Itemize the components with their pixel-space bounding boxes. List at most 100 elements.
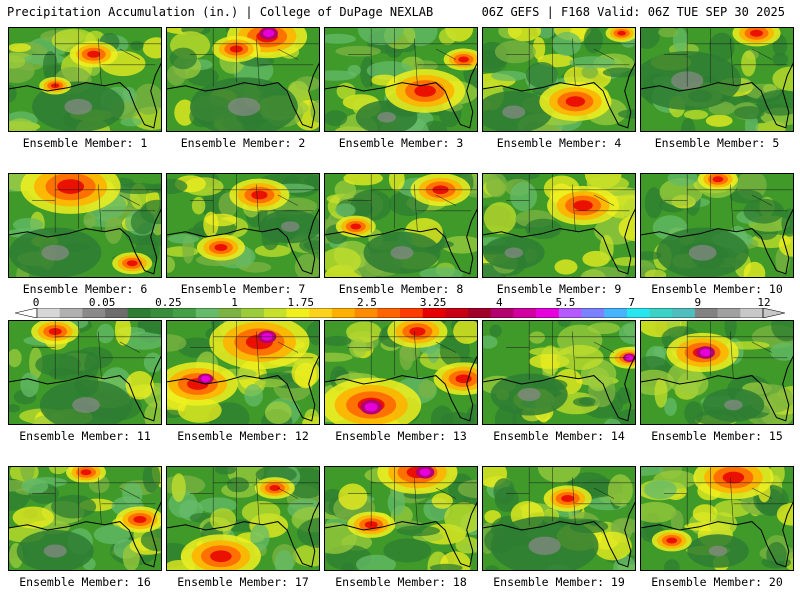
state-border xyxy=(572,184,576,232)
colorbar-swatch xyxy=(309,308,333,318)
coastline xyxy=(483,208,635,275)
coastline xyxy=(167,208,319,275)
ensemble-member-label: Ensemble Member: 17 xyxy=(177,575,309,589)
ensemble-member-label: Ensemble Member: 8 xyxy=(338,282,464,296)
colorbar-right-arrow xyxy=(762,308,785,318)
ensemble-member-label: Ensemble Member: 1 xyxy=(22,136,148,150)
coastline xyxy=(641,208,793,275)
ensemble-member-label: Ensemble Member: 3 xyxy=(338,136,464,150)
ensemble-member-map xyxy=(482,466,636,571)
colorbar-swatch xyxy=(195,308,219,318)
state-border xyxy=(256,331,260,379)
state-border xyxy=(98,477,102,525)
coastline xyxy=(325,62,477,129)
state-border xyxy=(751,487,773,499)
coastline xyxy=(325,501,477,568)
colorbar-tick-label: 0.05 xyxy=(88,296,116,309)
ensemble-member-label: Ensemble Member: 12 xyxy=(177,429,309,443)
colorbar-swatch xyxy=(241,308,265,318)
ensemble-member-label: Ensemble Member: 2 xyxy=(180,136,306,150)
colorbar-swatch xyxy=(105,308,129,318)
ensemble-member-map xyxy=(166,27,320,132)
colorbar-swatch xyxy=(286,308,310,318)
state-border xyxy=(256,38,260,86)
colorbar-tick-label: 5.5 xyxy=(555,296,576,309)
state-border xyxy=(414,38,418,86)
ensemble-member-map xyxy=(640,27,794,132)
colorbar-swatch xyxy=(173,308,197,318)
colorbar-tick-label: 2.5 xyxy=(356,296,377,309)
coastline xyxy=(167,501,319,568)
colorbar-swatch xyxy=(626,308,650,318)
ensemble-member-map xyxy=(482,27,636,132)
colorbar-tick-label: 0.25 xyxy=(155,296,182,309)
colorbar-tick-label: 9 xyxy=(694,296,702,309)
coastline xyxy=(483,62,635,129)
ensemble-member-label: Ensemble Member: 15 xyxy=(651,429,783,443)
state-border xyxy=(119,48,141,60)
coastline xyxy=(483,355,635,422)
state-border xyxy=(751,194,773,206)
coastline xyxy=(641,501,793,568)
coastline xyxy=(641,355,793,422)
map-title: Precipitation Accumulation (in.) | Colle… xyxy=(7,5,434,19)
colorbar-swatch xyxy=(263,308,287,318)
colorbar-tick-labels: 0 0.05 0.25 1 1.75 2.5 3.25 4 5.5 7 9 12 xyxy=(0,296,800,309)
coastline xyxy=(9,501,161,568)
state-border xyxy=(730,38,734,86)
coastline xyxy=(167,355,319,422)
colorbar-swatch xyxy=(604,308,628,318)
colorbar-tick-label: 0 xyxy=(32,296,40,309)
coastline xyxy=(9,62,161,129)
ensemble-member-map xyxy=(640,466,794,571)
colorbar-swatch xyxy=(127,308,151,318)
colorbar-swatch xyxy=(400,308,423,318)
ensemble-member-map xyxy=(640,173,794,278)
state-border xyxy=(435,194,457,206)
ensemble-member-map xyxy=(324,173,478,278)
state-border xyxy=(277,48,299,60)
colorbar-swatch xyxy=(717,308,741,318)
colorbar-tick-label: 12 xyxy=(757,296,771,309)
colorbar-swatch xyxy=(218,308,242,318)
colorbar-swatch xyxy=(581,308,605,318)
ensemble-member-label: Ensemble Member: 9 xyxy=(496,282,622,296)
colorbar-swatch xyxy=(490,308,514,318)
ensemble-member-map xyxy=(166,320,320,425)
ensemble-member-label: Ensemble Member: 18 xyxy=(335,575,467,589)
state-border xyxy=(98,184,102,232)
colorbar-swatch xyxy=(468,308,492,318)
ensemble-member-map xyxy=(166,466,320,571)
ensemble-member-label: Ensemble Member: 10 xyxy=(651,282,783,296)
state-border xyxy=(98,331,102,379)
state-border xyxy=(119,194,141,206)
ensemble-member-map xyxy=(640,320,794,425)
ensemble-member-label: Ensemble Member: 7 xyxy=(180,282,306,296)
model-run-info: 06Z GEFS | F168 Valid: 06Z TUE SEP 30 20… xyxy=(481,5,785,19)
state-border xyxy=(277,487,299,499)
colorbar-swatch xyxy=(150,308,174,318)
colorbar-swatch xyxy=(59,308,83,318)
colorbar-swatch xyxy=(536,308,560,318)
state-border xyxy=(751,341,773,353)
ensemble-member-map xyxy=(324,466,478,571)
colorbar-tick-label: 7 xyxy=(628,296,635,309)
colorbar-swatch xyxy=(82,308,106,318)
coastline xyxy=(167,62,319,129)
colorbar-swatch xyxy=(649,308,673,318)
colorbar-swatch xyxy=(558,308,582,318)
ensemble-member-label: Ensemble Member: 14 xyxy=(493,429,625,443)
state-border xyxy=(277,341,299,353)
ensemble-member-label: Ensemble Member: 6 xyxy=(22,282,148,296)
state-border xyxy=(751,48,773,60)
state-border xyxy=(730,477,734,525)
state-border xyxy=(414,477,418,525)
state-border xyxy=(730,331,734,379)
precipitation-colorbar xyxy=(15,308,785,318)
coastline xyxy=(325,355,477,422)
colorbar-swatch xyxy=(422,308,446,318)
state-border xyxy=(119,341,141,353)
ensemble-member-map xyxy=(166,173,320,278)
colorbar-tick-label: 4 xyxy=(495,296,503,309)
ensemble-member-map xyxy=(482,320,636,425)
